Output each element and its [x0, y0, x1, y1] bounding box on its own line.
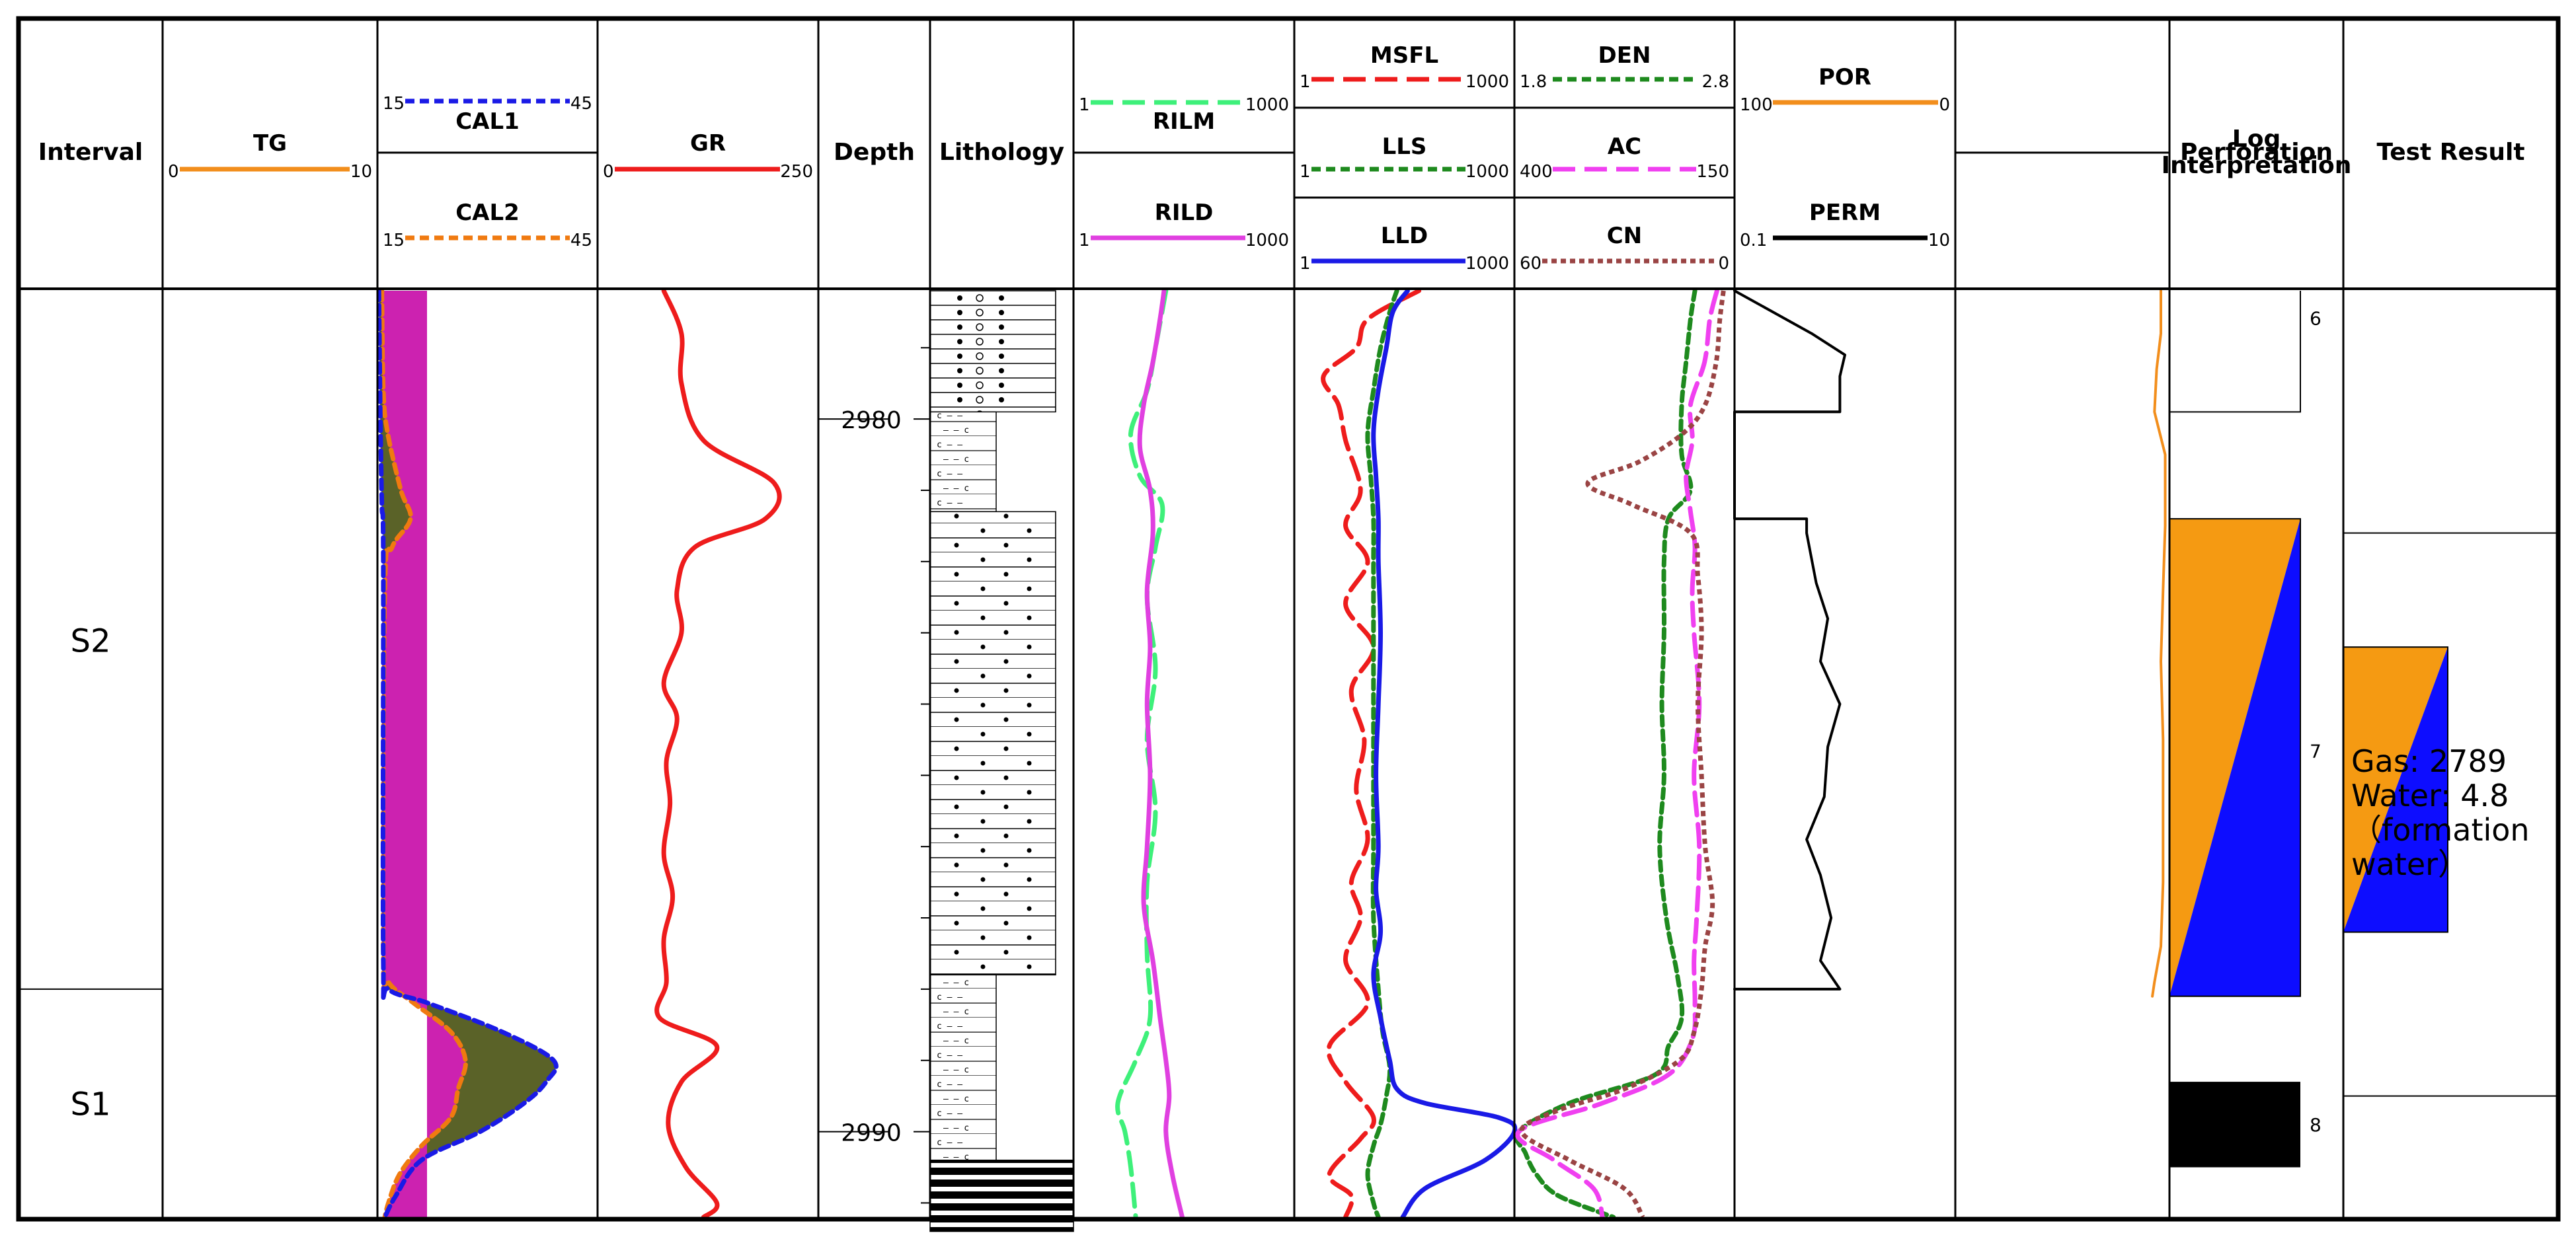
- test-result-text: Water: 4.8: [2351, 778, 2509, 813]
- header-den: DEN: [1598, 42, 1651, 69]
- header-lls: LLS: [1382, 133, 1427, 160]
- header-rilm: RILM: [1153, 108, 1215, 135]
- header-rild-min: 1: [1079, 231, 1090, 250]
- header-cn-max: 0: [1718, 254, 1729, 274]
- header-rild-max: 1000: [1245, 231, 1289, 250]
- header-lithology: Lithology: [939, 139, 1064, 166]
- header-lld-min: 1: [1300, 254, 1311, 274]
- header-ac-min: 400: [1520, 162, 1553, 182]
- header-perm: PERM: [1809, 200, 1881, 226]
- header-ac: AC: [1608, 133, 1641, 160]
- header-cal2-min: 15: [383, 231, 405, 250]
- curve-cn: [1519, 290, 1726, 1218]
- curve-por: [2151, 289, 2167, 998]
- header-lld: LLD: [1381, 223, 1428, 249]
- interval-label: S2: [70, 622, 110, 659]
- lithology-sandstone: [929, 511, 1056, 976]
- header-por-max: 0: [1939, 95, 1950, 115]
- lithology-calcareous-mudstone: [929, 411, 997, 513]
- cal-magenta-fill-top: [381, 291, 466, 1217]
- header-lld-max: 1000: [1465, 254, 1509, 274]
- body-layer: 6 7 8: [376, 288, 2448, 1232]
- header-gr-min: 0: [603, 162, 614, 182]
- curve-msfl: [1321, 288, 1422, 1220]
- interp-coal-box: [2169, 1082, 2300, 1168]
- interp-zone-6: 6: [2169, 291, 2322, 413]
- header-msfl-max: 1000: [1465, 72, 1509, 92]
- outer-frame: [16, 16, 2561, 1222]
- header-cal1: CAL1: [455, 108, 520, 135]
- header-gr-max: 250: [780, 162, 813, 182]
- header-msfl: MSFL: [1370, 42, 1438, 69]
- curve-den: [1514, 288, 1698, 1220]
- depth-label: 2990: [841, 1120, 902, 1147]
- curve-gr: [654, 288, 782, 1220]
- test-result-text: （formation: [2351, 812, 2530, 848]
- header-perforation: Perforation: [2180, 139, 2333, 166]
- header-tg: TG: [253, 130, 287, 157]
- header-por-min: 100: [1740, 95, 1773, 115]
- lithology-pebbly-sandstone: [929, 290, 1056, 413]
- curve-rild: [1137, 288, 1185, 1220]
- header-tg-min: 0: [168, 162, 179, 182]
- header-den-max: 2.8: [1702, 72, 1729, 92]
- interp-zone-label: 6: [2310, 308, 2322, 330]
- header-lls-max: 1000: [1465, 162, 1509, 182]
- interp-zone-label: 8: [2310, 1114, 2322, 1136]
- header-perm-min: 0.1: [1740, 231, 1767, 250]
- header-test-result: Test Result: [2376, 139, 2524, 166]
- header-layer: Interval Depth Lithology Test Result Perfora…: [38, 42, 2525, 274]
- test-result-text: water）: [2351, 846, 2468, 882]
- depth-label: 2980: [841, 407, 902, 434]
- header-por: POR: [1818, 64, 1871, 91]
- header-cal1-max: 45: [570, 94, 592, 114]
- header-cn-min: 60: [1520, 254, 1542, 274]
- header-rilm-max: 1000: [1245, 95, 1289, 115]
- header-lls-min: 1: [1300, 162, 1311, 182]
- header-rilm-min: 1: [1079, 95, 1090, 115]
- header-cal1-min: 15: [383, 94, 405, 114]
- interp-zone-outline: [2169, 291, 2301, 413]
- header-cal2: CAL2: [455, 200, 520, 226]
- header-tg-max: 10: [350, 162, 372, 182]
- perf-water-triangle: [2343, 647, 2448, 932]
- header-log-interp-2: Interpretation: [2162, 152, 2352, 179]
- header-cn: CN: [1607, 223, 1642, 249]
- header-ac-max: 150: [1696, 162, 1729, 182]
- header-msfl-min: 1: [1300, 72, 1311, 92]
- header-gr: GR: [690, 130, 726, 157]
- interval-label: S1: [70, 1086, 110, 1123]
- cal-olive-fill: [379, 291, 557, 1217]
- curve-lls: [1365, 288, 1399, 1220]
- curve-cal1: [376, 288, 559, 1220]
- header-cal2-max: 45: [570, 231, 592, 250]
- interp-gas-triangle: [2169, 519, 2300, 996]
- lithology-calcareous-mudstone: [929, 974, 997, 1161]
- header-depth: Depth: [834, 139, 915, 166]
- curve-ac: [1515, 288, 1719, 1220]
- header-log-interp-1: Log: [2232, 126, 2281, 153]
- header-rild: RILD: [1155, 200, 1214, 226]
- interp-zone-7: 7: [2169, 518, 2322, 997]
- header-interval: Interval: [38, 139, 143, 166]
- interp-zone-8: 8: [2169, 1082, 2322, 1168]
- curve-lld: [1371, 288, 1518, 1220]
- header-den-min: 1.8: [1520, 72, 1547, 92]
- header-perm-max: 10: [1928, 231, 1950, 250]
- interp-water-triangle: [2169, 519, 2300, 996]
- test-result-text: Gas: 2789: [2351, 743, 2507, 779]
- interp-zone-label: 7: [2310, 740, 2322, 762]
- curve-perm: [1733, 289, 1846, 991]
